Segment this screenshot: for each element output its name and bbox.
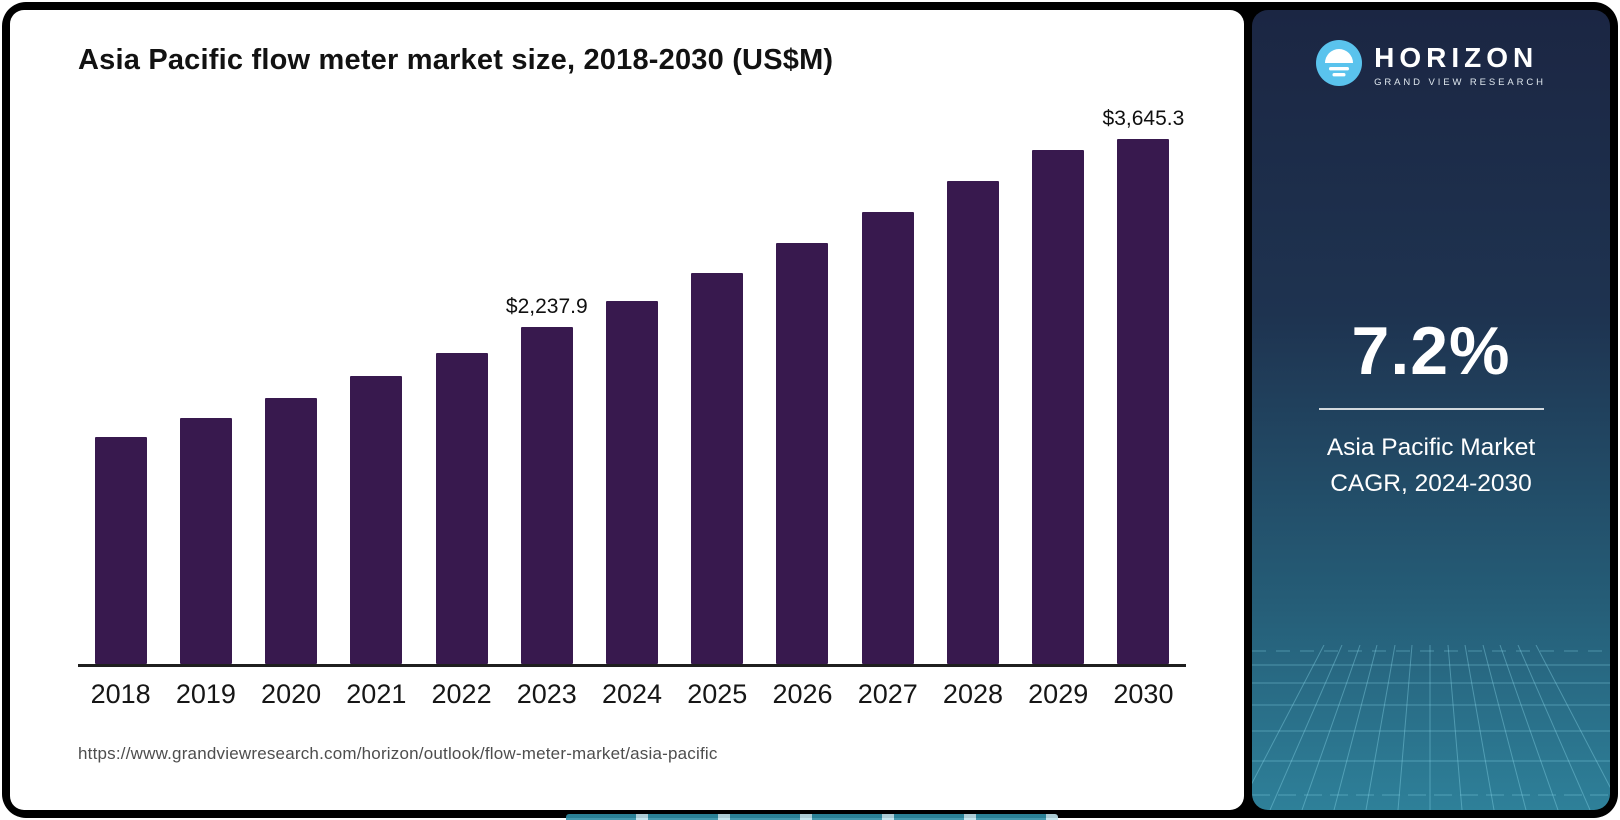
- x-tick-2026: 2026: [772, 679, 833, 709]
- bar-plot: $2,237.9 $3,645.3: [78, 107, 1186, 667]
- bar-2021: [350, 376, 403, 664]
- brand-text: HORIZON GRAND VIEW RESEARCH: [1374, 41, 1546, 88]
- x-tick-2030: 2030: [1113, 679, 1174, 709]
- x-tick-2019: 2019: [175, 679, 236, 709]
- bar-slot-2030: $3,645.3: [1101, 107, 1186, 664]
- bar-slot-2022: [419, 107, 504, 664]
- bar-2027: [861, 212, 914, 664]
- bar-slot-2019: [163, 107, 248, 664]
- chart-title: Asia Pacific flow meter market size, 201…: [78, 44, 834, 76]
- bar-slot-2023: $2,237.9: [504, 107, 589, 664]
- cagr-label-line1: Asia Pacific Market: [1326, 434, 1536, 461]
- bar-slot-2021: [334, 107, 419, 664]
- wireframe-mesh-decoration: [1252, 645, 1610, 810]
- bar-value-label-2023: $2,237.9: [505, 295, 588, 319]
- x-tick-2022: 2022: [431, 679, 492, 709]
- chart-card: Asia Pacific flow meter market size, 201…: [10, 10, 1244, 810]
- bar-value-label-2030: $3,645.3: [1102, 107, 1185, 130]
- x-tick-2028: 2028: [942, 679, 1003, 709]
- bar-slot-2027: [845, 107, 930, 664]
- bar-2029: [1032, 150, 1085, 664]
- horizon-logo-icon: [1316, 40, 1363, 91]
- bar-slot-2028: [930, 107, 1015, 664]
- bar-2019: [179, 418, 232, 664]
- bar-2025: [691, 272, 744, 664]
- side-panel: HORIZON GRAND VIEW RESEARCH 7.2% Asia Pa…: [1252, 10, 1610, 810]
- source-url: https://www.grandviewresearch.com/horizo…: [78, 744, 718, 763]
- cropped-bottom-strip-decoration: [566, 814, 1058, 820]
- bar-slot-2025: [675, 107, 760, 664]
- brand-name: HORIZON: [1374, 41, 1539, 73]
- x-tick-2027: 2027: [857, 679, 918, 709]
- bar-slot-2018: [78, 107, 163, 664]
- x-tick-2024: 2024: [601, 679, 663, 709]
- x-tick-2020: 2020: [261, 679, 322, 709]
- bar-2024: [606, 301, 659, 664]
- brand-lockup: HORIZON GRAND VIEW RESEARCH: [1252, 40, 1610, 91]
- bar-slot-2020: [248, 107, 333, 664]
- x-tick-2023: 2023: [516, 679, 577, 709]
- cagr-label: Asia Pacific Market CAGR, 2024-2030: [1252, 430, 1610, 501]
- stat-divider: [1318, 408, 1544, 410]
- bar-slot-2024: [589, 107, 674, 664]
- x-tick-2021: 2021: [346, 679, 407, 709]
- brand-subtitle: GRAND VIEW RESEARCH: [1374, 76, 1546, 88]
- bar-slot-2029: [1016, 107, 1101, 664]
- bar-2020: [265, 398, 318, 664]
- bar-2026: [776, 242, 829, 664]
- bar-2030: [1117, 139, 1170, 664]
- cagr-label-line2: CAGR, 2024-2030: [1330, 469, 1532, 497]
- bar-2028: [946, 181, 999, 664]
- cagr-value: 7.2%: [1351, 313, 1511, 389]
- bar-slot-2026: [760, 107, 845, 664]
- bar-2023: [520, 327, 573, 664]
- x-axis-labels: 2018 2019 2020 2021 2022 2023 2024 2025 2026 2027…: [78, 679, 1186, 710]
- cagr-stat: 7.2% Asia Pacific Market CAGR, 2024-2030: [1252, 312, 1610, 501]
- x-tick-2025: 2025: [687, 679, 748, 709]
- bar-2018: [94, 436, 147, 664]
- bar-2022: [435, 352, 488, 664]
- x-tick-2029: 2029: [1028, 679, 1089, 709]
- x-tick-2018: 2018: [90, 679, 151, 709]
